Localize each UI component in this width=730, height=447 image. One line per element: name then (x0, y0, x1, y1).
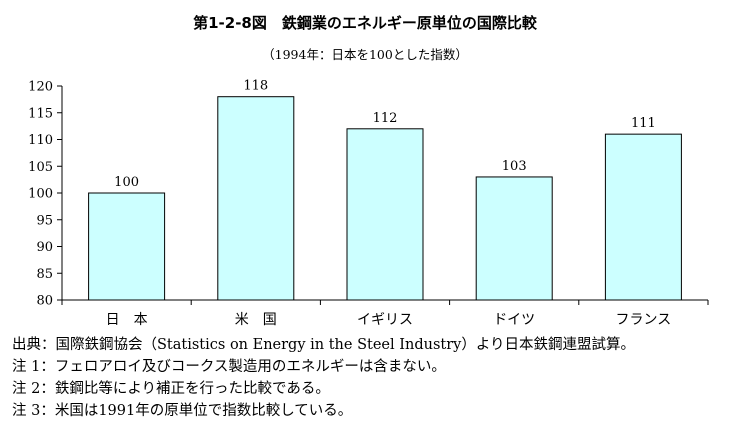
y-tick-label: 100 (28, 187, 53, 202)
bar (475, 176, 553, 301)
y-tick-label: 80 (36, 294, 53, 309)
y-tick-label: 105 (28, 160, 53, 175)
data-label: 103 (502, 159, 527, 174)
chart-title: 第1-2-8図 鉄鋼業のエネルギー原単位の国際比較 (193, 14, 537, 32)
note-2: 注 2：鉄鋼比等により補正を行った比較である。 (12, 381, 330, 397)
x-tick-label: イギリス (357, 312, 413, 328)
y-tick-label: 110 (28, 133, 53, 148)
bar (217, 96, 295, 301)
x-tick-label: フランス (616, 312, 672, 328)
notes-block: 出典：国際鉄鋼協会（Statistics on Energy in the St… (12, 334, 635, 422)
y-tick-label: 90 (36, 240, 53, 255)
x-tick-label: 日 本 (106, 312, 148, 328)
bar (88, 192, 166, 301)
note-3: 注 3：米国は1991年の原単位で指数比較している。 (12, 403, 353, 419)
data-label: 118 (243, 79, 268, 94)
bar (346, 128, 424, 301)
note-1: 注 1：フェロアロイ及びコークス製造用のエネルギーは含まない。 (12, 359, 446, 375)
bar (604, 133, 682, 301)
y-tick-label: 85 (36, 267, 53, 282)
y-tick-label: 95 (36, 213, 53, 228)
y-tick-label: 120 (28, 80, 53, 95)
data-label: 111 (631, 116, 656, 131)
data-label: 112 (373, 111, 398, 126)
note-source: 出典：国際鉄鋼協会（Statistics on Energy in the St… (12, 337, 636, 353)
x-tick-label: 米 国 (235, 312, 277, 328)
data-label: 100 (114, 175, 139, 190)
y-tick-label: 115 (28, 106, 53, 121)
x-tick-label: ドイツ (493, 312, 535, 328)
bar-chart: 80 85 90 95 100 105 110 115 120 100 日 本 118 米 国 112 イギ… (28, 79, 709, 328)
chart-subtitle: （1994年：日本を100とした指数） (262, 47, 468, 62)
